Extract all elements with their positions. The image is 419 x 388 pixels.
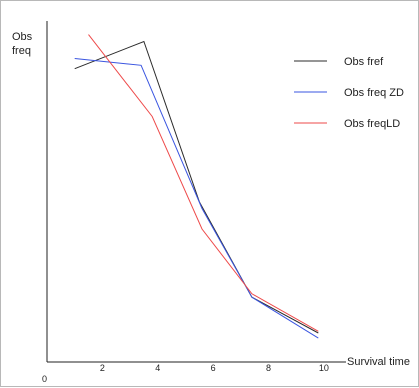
x-tick-label: 4: [155, 363, 160, 373]
y-axis-label-line1: Obs: [12, 31, 33, 43]
x-tick-label: 2: [100, 363, 105, 373]
series-line-2: [74, 58, 319, 339]
x-axis-label: Survival time: [347, 356, 410, 368]
y-axis-label-line2: freq: [12, 45, 31, 57]
x-tick-label: 6: [211, 363, 216, 373]
series-line-3: [88, 34, 319, 332]
origin-label: 0: [42, 374, 47, 384]
legend-label-3: Obs freqLD: [344, 118, 400, 130]
x-tick-label: 10: [319, 363, 329, 373]
legend-label-1: Obs fref: [344, 56, 384, 68]
x-tick-label: 8: [266, 363, 271, 373]
series-lines: [74, 34, 319, 339]
axes: [46, 21, 346, 363]
legend-label-2: Obs freq ZD: [344, 87, 404, 99]
x-tick-labels: 2 4 6 8 10: [100, 363, 329, 373]
legend: Obs fref Obs freq ZD Obs freqLD: [294, 56, 404, 130]
series-line-1: [74, 40, 319, 334]
